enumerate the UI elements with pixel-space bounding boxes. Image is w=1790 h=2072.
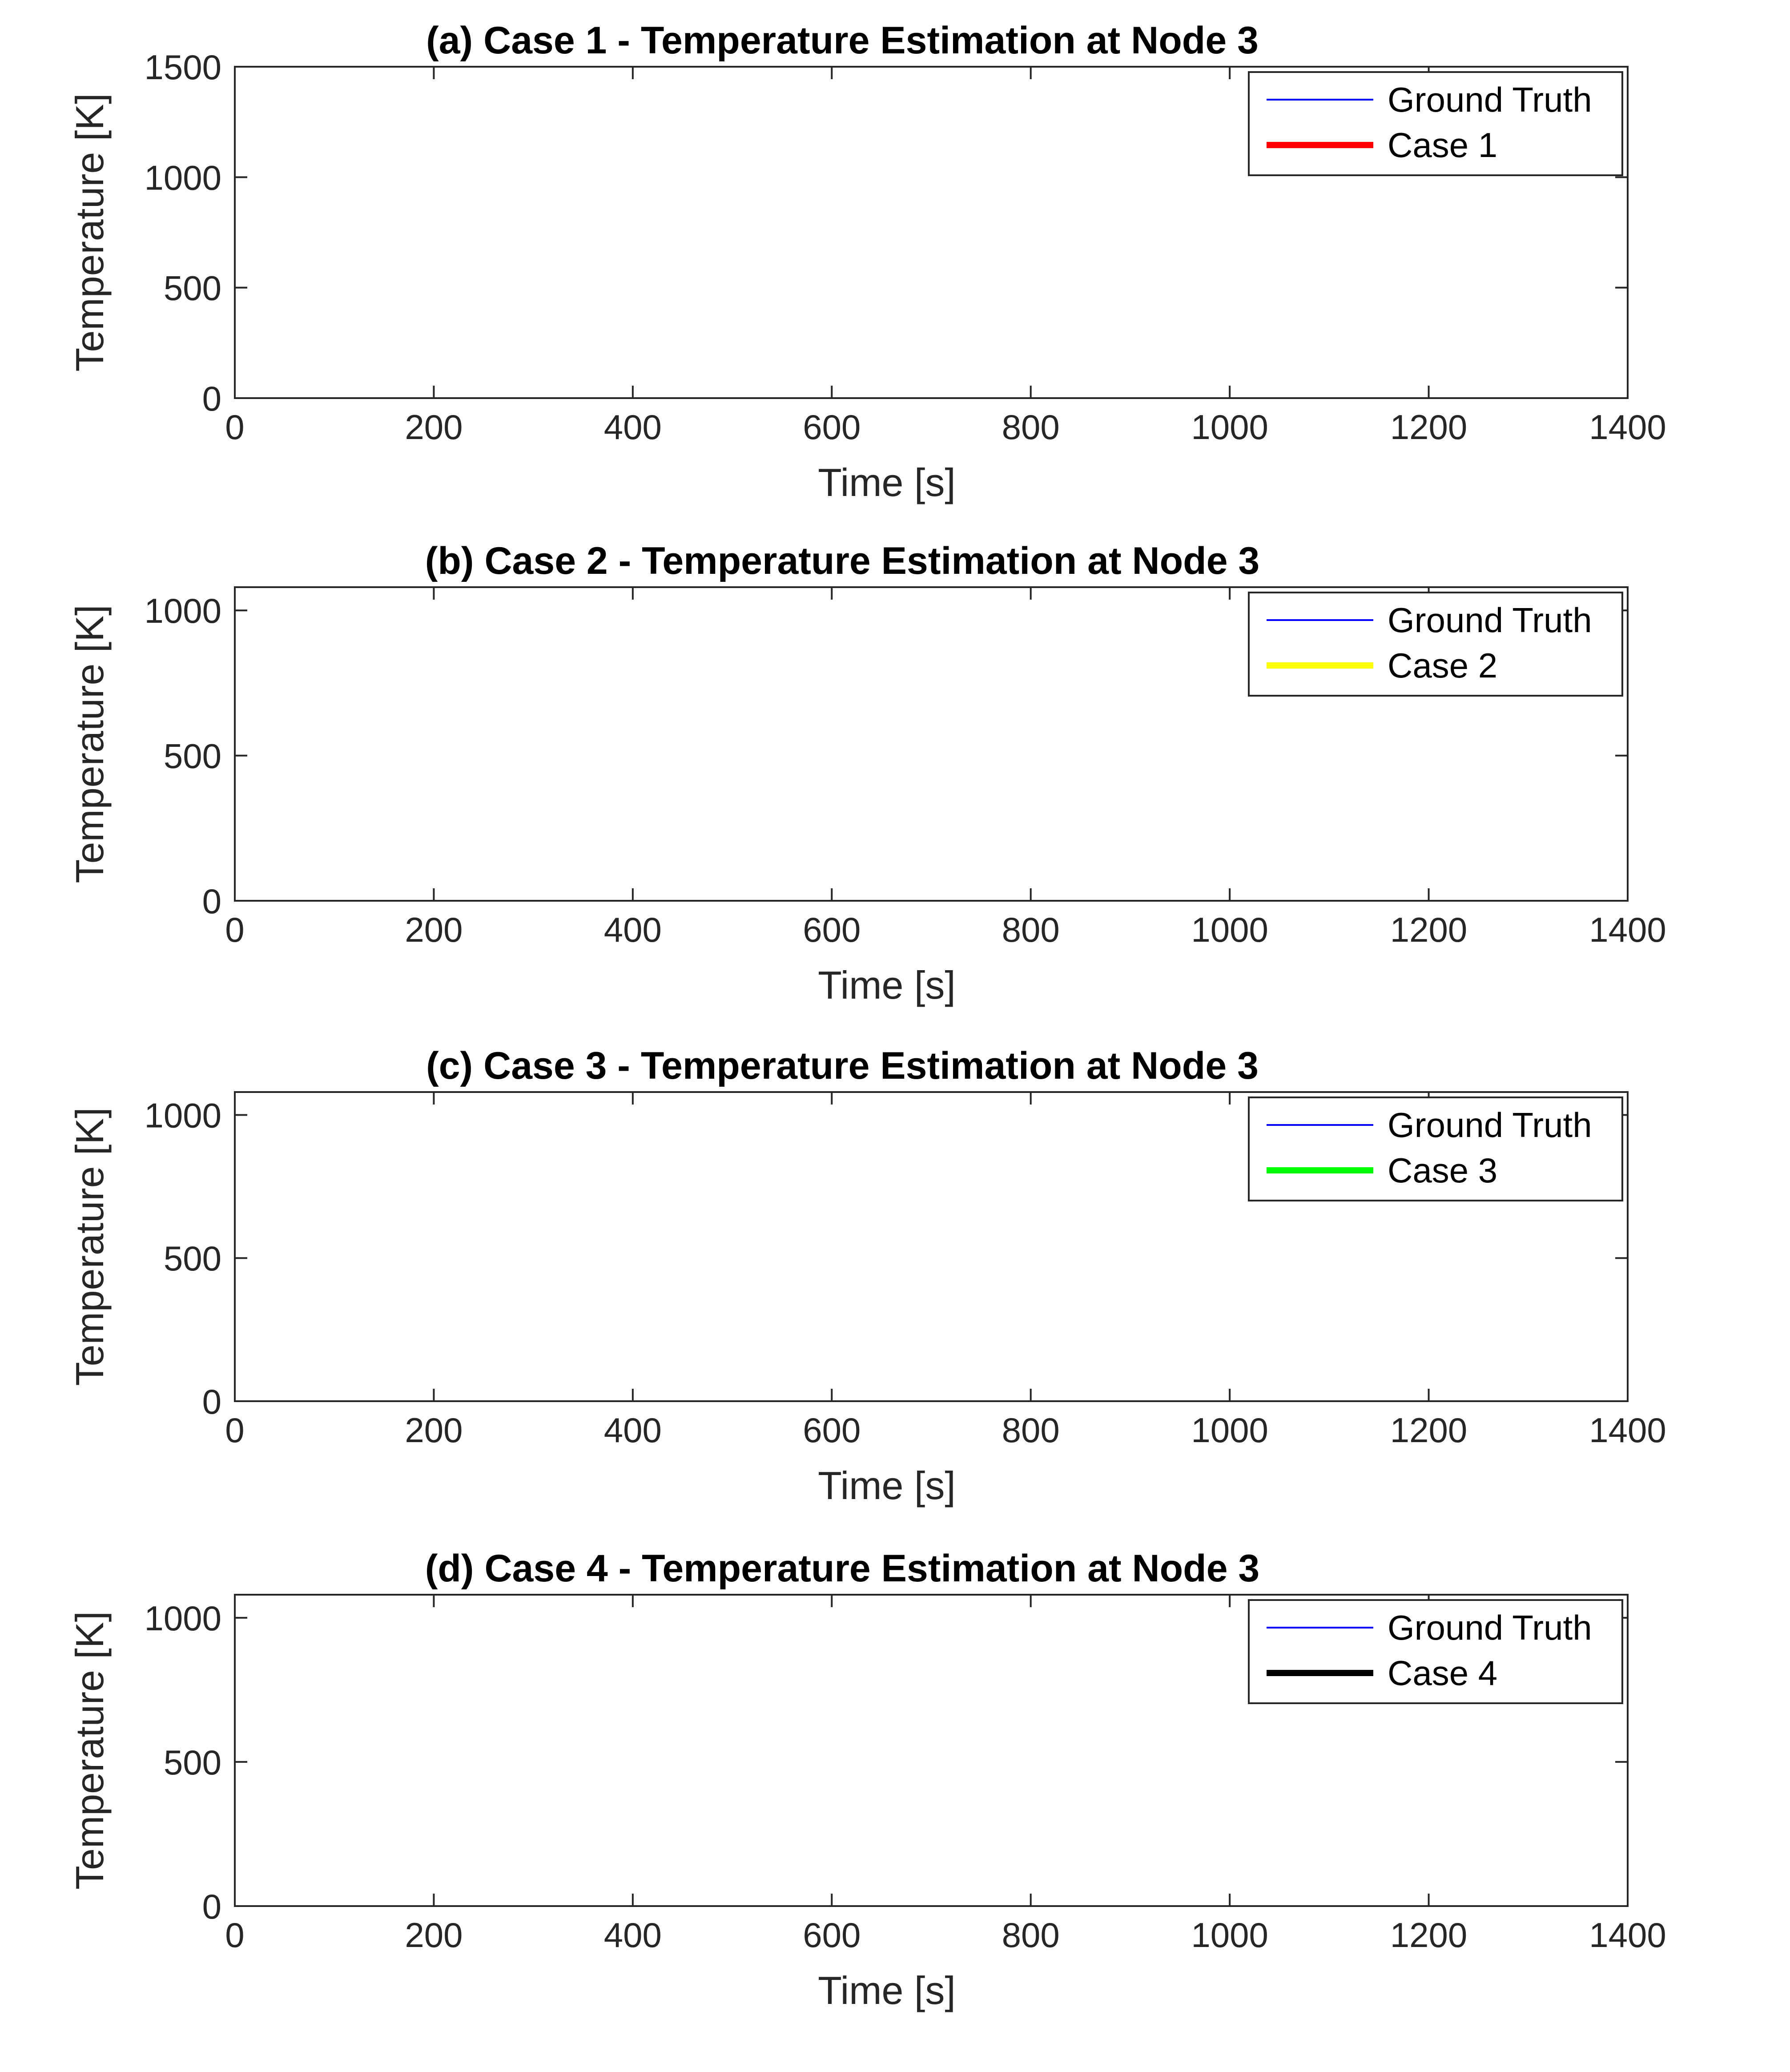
legend: Ground Truth Case 2: [1248, 592, 1623, 697]
x-tick-label: 600: [803, 1411, 861, 1450]
x-axis-label: Time [s]: [818, 460, 956, 504]
x-tick-label: 1000: [1191, 1411, 1268, 1450]
x-tick-label: 1400: [1589, 407, 1666, 447]
legend-label: Ground Truth: [1388, 80, 1592, 119]
y-tick-label: 500: [164, 269, 221, 308]
y-axis-label: Temperature [K]: [68, 1107, 112, 1386]
chart-panel-3: 0 200 400 600 800 1000 1200 1400 0 500 1000 (c) Cas…: [68, 1044, 1666, 1508]
legend-box: [1248, 71, 1623, 176]
chart-title: (b) Case 2 - Temperature Estimation at N…: [425, 540, 1260, 582]
x-tick-label: 400: [604, 1411, 662, 1450]
x-tick-label: 1400: [1589, 1411, 1666, 1450]
x-tick-label: 0: [225, 407, 244, 447]
y-axis-label: Temperature [K]: [68, 93, 112, 371]
x-tick-label: 200: [405, 1411, 463, 1450]
x-tick-label: 200: [405, 1915, 463, 1955]
x-tick-label: 400: [604, 1915, 662, 1955]
y-tick-label: 1000: [144, 158, 221, 197]
legend-label: Case 2: [1388, 646, 1497, 685]
x-tick-label: 1200: [1390, 1411, 1468, 1450]
x-tick-label: 800: [1002, 1915, 1060, 1955]
x-tick-label: 1000: [1191, 1915, 1268, 1955]
chart-panel-2: 0 200 400 600 800 1000 1200 1400 0 500 1000 (b) Cas…: [68, 540, 1666, 1007]
x-tick-label: 600: [803, 910, 861, 949]
y-tick-label: 1000: [144, 1096, 221, 1135]
x-tick-label: 400: [604, 910, 662, 949]
x-tick-label: 600: [803, 407, 861, 447]
x-tick-label: 800: [1002, 407, 1060, 447]
y-tick-label: 0: [202, 379, 221, 418]
chart-title: (a) Case 1 - Temperature Estimation at N…: [426, 19, 1259, 62]
x-tick-label: 800: [1002, 1411, 1060, 1450]
y-tick-label: 500: [164, 1239, 221, 1278]
x-axis-label: Time [s]: [818, 1463, 956, 1508]
legend-box: [1248, 592, 1623, 697]
x-tick-label: 1200: [1390, 407, 1468, 447]
x-tick-label: 1400: [1589, 910, 1666, 949]
x-tick-label: 200: [405, 910, 463, 949]
y-tick-label: 1000: [144, 591, 221, 630]
legend-label: Ground Truth: [1388, 1608, 1592, 1647]
y-tick-label: 1000: [144, 1599, 221, 1638]
x-tick-label: 1400: [1589, 1915, 1666, 1955]
legend-label: Ground Truth: [1388, 601, 1592, 640]
legend-box: [1248, 1599, 1623, 1704]
y-tick-label: 0: [202, 882, 221, 921]
chart-panel-1: 0 200 400 600 800 1000 1200 1400 0 500 1000 1500 (a)…: [68, 19, 1666, 504]
x-tick-label: 1200: [1390, 1915, 1468, 1955]
legend-box: [1248, 1096, 1623, 1201]
x-tick-label: 600: [803, 1915, 861, 1955]
legend-label: Ground Truth: [1388, 1105, 1592, 1145]
chart-title: (d) Case 4 - Temperature Estimation at N…: [425, 1547, 1260, 1590]
chart-title: (c) Case 3 - Temperature Estimation at N…: [426, 1044, 1259, 1087]
x-tick-label: 0: [225, 1915, 244, 1955]
y-axis-label: Temperature [K]: [68, 1611, 112, 1890]
y-tick-label: 1500: [144, 48, 221, 87]
y-tick-label: 0: [202, 1887, 221, 1926]
x-tick-label: 800: [1002, 910, 1060, 949]
x-tick-label: 0: [225, 1411, 244, 1450]
y-tick-label: 500: [164, 1743, 221, 1782]
x-tick-label: 200: [405, 407, 463, 447]
x-axis-label: Time [s]: [818, 1968, 956, 2012]
x-tick-label: 0: [225, 910, 244, 949]
x-tick-label: 1000: [1191, 910, 1268, 949]
legend-label: Case 3: [1388, 1151, 1497, 1190]
x-tick-label: 1200: [1390, 910, 1468, 949]
legend: Ground Truth Case 3: [1248, 1096, 1623, 1201]
legend-label: Case 4: [1388, 1653, 1497, 1693]
legend: Ground Truth Case 4: [1248, 1599, 1623, 1704]
legend: Ground Truth Case 1: [1248, 71, 1623, 176]
chart-panel-4: 0 200 400 600 800 1000 1200 1400 0 500 1000 (d) Cas…: [68, 1547, 1666, 2012]
x-tick-label: 400: [604, 407, 662, 447]
x-axis-label: Time [s]: [818, 963, 956, 1007]
legend-label: Case 1: [1388, 125, 1497, 165]
y-tick-label: 0: [202, 1382, 221, 1421]
x-tick-label: 1000: [1191, 407, 1268, 447]
y-axis-label: Temperature [K]: [68, 605, 112, 883]
y-tick-label: 500: [164, 737, 221, 776]
